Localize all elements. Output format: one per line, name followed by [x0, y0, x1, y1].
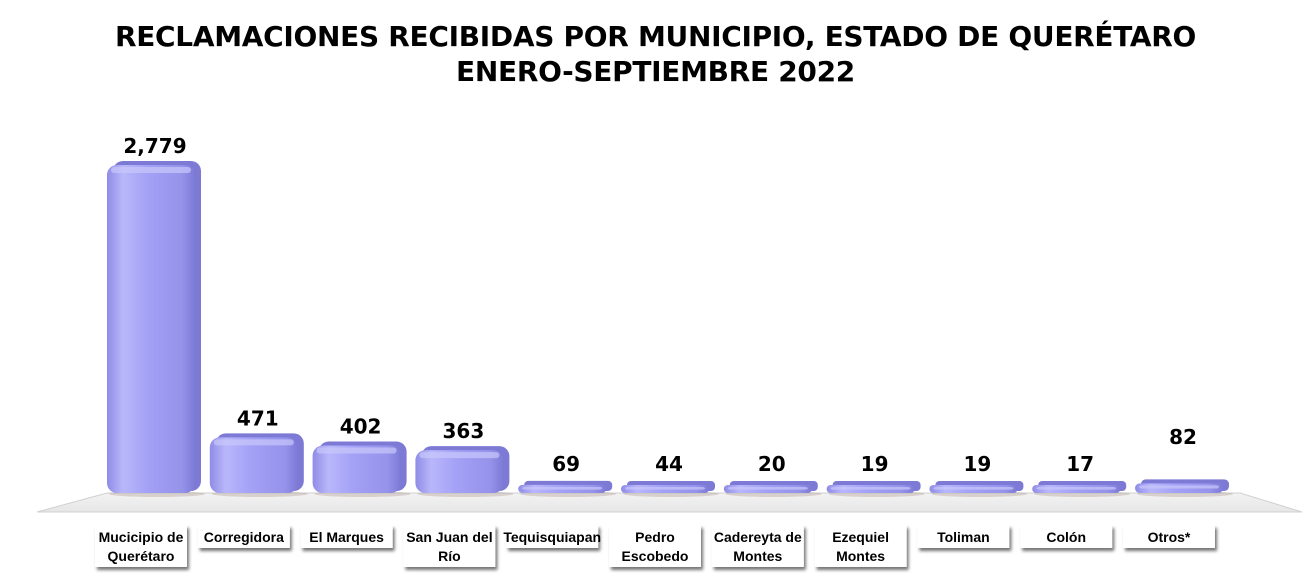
- category-label-box: [403, 525, 496, 567]
- bar-group: [826, 481, 925, 497]
- bar: [107, 165, 195, 493]
- bar-highlight: [316, 447, 397, 454]
- category-label-text: Tequisquiapan: [503, 529, 601, 545]
- category-label-text: Escobedo: [622, 548, 689, 564]
- category-label-text: Querétaro: [108, 548, 175, 564]
- bar-group: [929, 481, 1028, 497]
- value-label: 19: [963, 452, 991, 476]
- category-label: Ezequiel Montes: [814, 525, 907, 567]
- bar-group: [312, 441, 411, 497]
- value-label: 471: [237, 406, 279, 430]
- category-label-text: Otros*: [1148, 529, 1191, 545]
- category-label-text: Toliman: [937, 529, 990, 545]
- category-label: El Marques: [300, 525, 393, 548]
- bar: [312, 445, 401, 493]
- bar-highlight: [1139, 485, 1219, 489]
- category-label-box: [95, 525, 187, 567]
- category-label-box: [1123, 525, 1215, 548]
- category-label-text: San Juan del: [406, 529, 492, 545]
- value-label: 363: [443, 419, 485, 443]
- value-label: 17: [1066, 452, 1094, 476]
- chart-title: RECLAMACIONES RECIBIDAS POR MUNICIPIO, E…: [114, 20, 1197, 53]
- category-label-text: El Marques: [309, 529, 384, 545]
- bar-group: [621, 481, 719, 497]
- category-label-text: Montes: [733, 548, 782, 564]
- category-label: Toliman: [917, 525, 1010, 548]
- bar-highlight: [625, 487, 705, 490]
- category-label-text: Montes: [836, 548, 885, 564]
- category-label-text: Pedro: [635, 529, 675, 545]
- value-label: 2,779: [123, 134, 186, 158]
- bar-group: [415, 446, 514, 497]
- bar-group: [518, 480, 617, 497]
- value-label: 82: [1169, 425, 1197, 449]
- value-label: 69: [552, 452, 580, 476]
- category-label-text: Colón: [1046, 529, 1086, 545]
- bar-highlight: [213, 439, 294, 446]
- category-label: Pedro Escobedo: [609, 525, 701, 567]
- category-label-box: [711, 525, 804, 567]
- bar: [415, 450, 504, 493]
- category-label: Mucicipio de Querétaro: [95, 525, 187, 567]
- category-label: Cadereyta de Montes: [711, 525, 804, 567]
- category-label-box: [1020, 525, 1113, 548]
- bar-highlight: [830, 487, 911, 490]
- bar-group: [107, 161, 205, 497]
- category-label-box: [917, 525, 1010, 548]
- bar-highlight: [522, 486, 603, 490]
- chart-subtitle: ENERO-SEPTIEMBRE 2022: [456, 55, 855, 88]
- category-label-box: [300, 525, 393, 548]
- bar-highlight: [727, 487, 808, 490]
- category-label: Otros*: [1123, 525, 1215, 548]
- value-label: 44: [655, 452, 683, 476]
- category-label-box: [506, 525, 599, 548]
- category-label: San Juan del Río: [403, 525, 496, 567]
- category-label: Tequisquiapan: [503, 525, 601, 548]
- bar-highlight: [933, 487, 1014, 490]
- value-labels-layer: 2,779 471 402 363 69 44 20 19 19 17 82: [123, 134, 1197, 476]
- bar: [209, 437, 298, 493]
- category-label: Colón: [1020, 525, 1113, 548]
- bar-group: [1032, 481, 1131, 497]
- value-label: 20: [758, 452, 786, 476]
- bars-layer: [107, 161, 1233, 497]
- bar-group: [1135, 479, 1233, 497]
- bar-group: [209, 433, 308, 497]
- value-label: 19: [861, 452, 889, 476]
- bar-highlight: [1036, 487, 1117, 490]
- category-label-text: Mucicipio de: [99, 529, 184, 545]
- category-label: Corregidora: [197, 525, 290, 548]
- category-label-text: Río: [438, 548, 461, 564]
- bar-highlight: [111, 167, 191, 173]
- bar-group: [723, 481, 822, 497]
- bar-highlight: [419, 452, 500, 459]
- category-labels-layer: Mucicipio de Querétaro Corregidora El Marqu…: [95, 525, 1215, 567]
- category-label-text: Corregidora: [204, 529, 284, 545]
- category-label-text: Ezequiel: [832, 529, 889, 545]
- category-label-box: [609, 525, 701, 567]
- category-label-text: Cadereyta de: [714, 529, 802, 545]
- value-label: 402: [340, 415, 382, 439]
- category-label-box: [197, 525, 290, 548]
- category-label-box: [814, 525, 907, 567]
